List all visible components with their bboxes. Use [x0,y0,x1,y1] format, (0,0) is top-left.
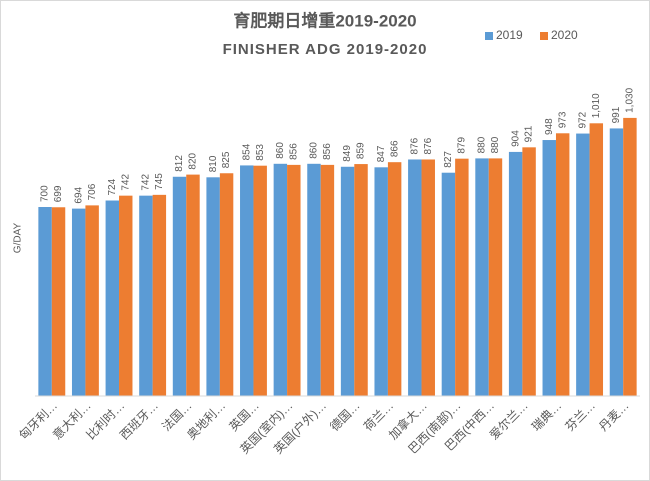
value-label: 860 [275,142,286,159]
bar [340,166,355,396]
bar [488,158,503,396]
value-label: 706 [87,183,98,200]
bar [609,128,624,396]
bar [240,165,254,396]
value-label: 694 [73,186,84,203]
bar [51,207,66,396]
value-label: 1,010 [591,93,602,118]
bar [152,194,167,396]
chart-subtitle: FINISHER ADG 2019-2020 [223,41,428,58]
bar [475,158,489,396]
value-label: 973 [557,111,568,128]
bar [623,117,637,397]
value-label: 825 [221,151,232,168]
value-label: 860 [309,142,320,159]
bar [555,133,570,397]
value-label: 1,030 [625,87,636,112]
legend-swatch [540,32,548,40]
bar [374,167,388,396]
value-label: 876 [423,137,434,154]
bar [71,208,86,396]
bar [219,173,234,396]
value-label: 856 [322,143,333,160]
bar [387,162,402,396]
value-label: 742 [120,174,131,191]
bar [522,147,536,396]
value-label: 972 [578,111,589,128]
bar [119,195,133,396]
bar [172,176,187,396]
y-axis-label: G/DAY [13,222,24,253]
value-label: 827 [443,151,454,168]
bar [542,140,556,396]
bar [307,163,321,396]
value-label: 880 [490,136,501,153]
bar [589,123,604,397]
legend-label: 2019 [496,28,523,42]
bar [576,133,590,396]
value-label: 745 [154,173,165,190]
value-label: 879 [457,137,468,154]
value-label: 849 [342,145,353,162]
value-label: 847 [376,145,387,162]
chart-title: 育肥期日增重2019-2020 [233,10,416,30]
bar [455,158,469,396]
bar [206,177,220,396]
bar [253,165,267,396]
bar [320,164,335,396]
value-label: 810 [208,155,219,172]
bar [354,164,368,396]
value-label: 700 [40,185,51,202]
value-label: 859 [356,142,367,159]
value-label: 853 [255,144,266,161]
value-label: 880 [477,136,488,153]
bar [273,163,288,396]
value-label: 812 [174,155,185,172]
value-label: 948 [544,118,555,135]
bar [441,172,456,396]
value-label: 991 [611,106,622,123]
bar [421,159,435,396]
value-label: 921 [524,125,535,142]
bar [139,195,153,396]
bar [508,151,523,396]
value-label: 856 [288,143,299,160]
bar [186,174,200,396]
value-label: 866 [389,140,400,157]
legend-swatch [485,32,493,40]
legend-label: 2020 [551,28,578,42]
bar [287,164,301,396]
bar [408,159,422,396]
value-label: 820 [188,152,199,169]
bar [38,207,52,396]
value-label: 724 [107,178,118,195]
value-label: 904 [510,130,521,147]
value-label: 699 [53,185,64,202]
bar [105,200,120,396]
value-label: 854 [241,143,252,160]
value-label: 742 [141,174,152,191]
value-label: 876 [409,137,420,154]
bar [85,205,99,396]
